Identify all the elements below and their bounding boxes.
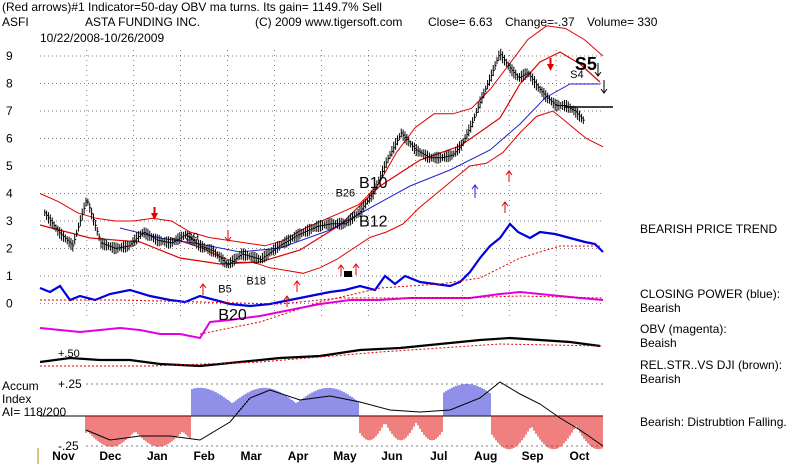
- obv-line: [39, 290, 604, 340]
- y-tick-label: 9: [6, 49, 13, 63]
- obv-ma: [40, 295, 604, 305]
- volume-value: Volume= 330: [587, 15, 658, 29]
- accum-ma-line: [85, 381, 604, 447]
- closing-power-line: [39, 222, 604, 308]
- month-label: Jul: [430, 449, 447, 463]
- y-tick-label: 3: [6, 214, 13, 228]
- closing-power-state: Bearish: [640, 301, 681, 315]
- month-axis: Nov Dec Jan Feb Mar Apr May Jun Jul Aug Sep Oct: [52, 449, 589, 463]
- signal-label: B12: [359, 214, 388, 231]
- signal-label: S9: [185, 231, 198, 243]
- volume-marker: [344, 271, 352, 277]
- month-label: Aug: [474, 449, 497, 463]
- y-tick-label: 2: [6, 242, 13, 256]
- month-label: Nov: [52, 449, 75, 463]
- signal-label: B5: [218, 284, 231, 296]
- y-tick-label: 7: [6, 104, 13, 118]
- month-label: Mar: [240, 449, 262, 463]
- accum-title: Accum: [2, 379, 39, 393]
- y-tick-label: 0: [6, 297, 13, 311]
- relstr-ma: [40, 343, 604, 367]
- trend-label: BEARISH PRICE TREND: [640, 222, 777, 236]
- month-label: Dec: [99, 449, 121, 463]
- header-line1: (Red arrows)#1 Indicator=50-day OBV ma t…: [2, 0, 382, 14]
- month-label: Oct: [570, 449, 590, 463]
- relstr-line: [39, 336, 601, 368]
- signal-label: B10: [359, 175, 388, 192]
- ma-red-line: [39, 51, 601, 265]
- change-value: Change=-.37: [505, 15, 575, 29]
- signal-label: S5: [575, 54, 597, 74]
- accum-title-2: Index: [2, 392, 31, 406]
- month-label: Apr: [288, 449, 309, 463]
- company-name: ASTA FUNDING INC.: [85, 15, 200, 29]
- month-label: Jan: [147, 449, 168, 463]
- price-axis: 9 8 7 6 5 4 3 2 1 0: [6, 49, 13, 311]
- upper-band-line: [39, 25, 604, 247]
- accum-label: Bearish: Distrubtion Falling.: [640, 415, 787, 429]
- signal-label: S4: [570, 69, 583, 81]
- month-label: May: [333, 449, 357, 463]
- red-arrow-down-1: [151, 213, 158, 220]
- close-value: Close= 6.63: [428, 15, 493, 29]
- copyright: (C) 2009 www.tigersoft.com: [255, 15, 402, 29]
- date-range: 10/22/2008-10/26/2009: [40, 31, 164, 45]
- relstr-label: REL.STR..VS DJI (brown):: [640, 358, 782, 372]
- lower-band-line: [169, 110, 604, 274]
- plus50-label: +.50: [58, 348, 80, 360]
- signal-arrows: [151, 58, 608, 307]
- ticker-label: ASFI: [2, 15, 29, 29]
- month-label: Feb: [194, 449, 215, 463]
- y-tick-label: 5: [6, 159, 13, 173]
- accum-plus-label: +.25: [58, 377, 82, 391]
- accum-ai-value: AI= 118/200: [2, 405, 66, 419]
- y-tick-label: 1: [6, 269, 13, 283]
- signal-label: B18: [246, 275, 266, 287]
- relstr-state: Bearish: [640, 372, 681, 386]
- month-label: Jun: [381, 449, 402, 463]
- obv-state: Beaish: [640, 336, 677, 350]
- y-tick-label: 8: [6, 77, 13, 91]
- gridlines: [40, 50, 603, 320]
- signal-label: B20: [218, 307, 247, 324]
- obv-label: OBV (magenta):: [640, 322, 727, 336]
- red-arrow-down-2: [547, 64, 554, 71]
- month-label: Sep: [522, 449, 544, 463]
- price-bars: [44, 48, 585, 269]
- accum-bars: [85, 384, 603, 450]
- closing-power-label: CLOSING POWER (blue):: [640, 287, 780, 301]
- accum-minus-label: -.25: [58, 439, 79, 453]
- signal-label: B26: [336, 187, 356, 199]
- y-tick-label: 6: [6, 132, 13, 146]
- ma-blue-line: [119, 83, 600, 253]
- y-tick-label: 4: [6, 187, 13, 201]
